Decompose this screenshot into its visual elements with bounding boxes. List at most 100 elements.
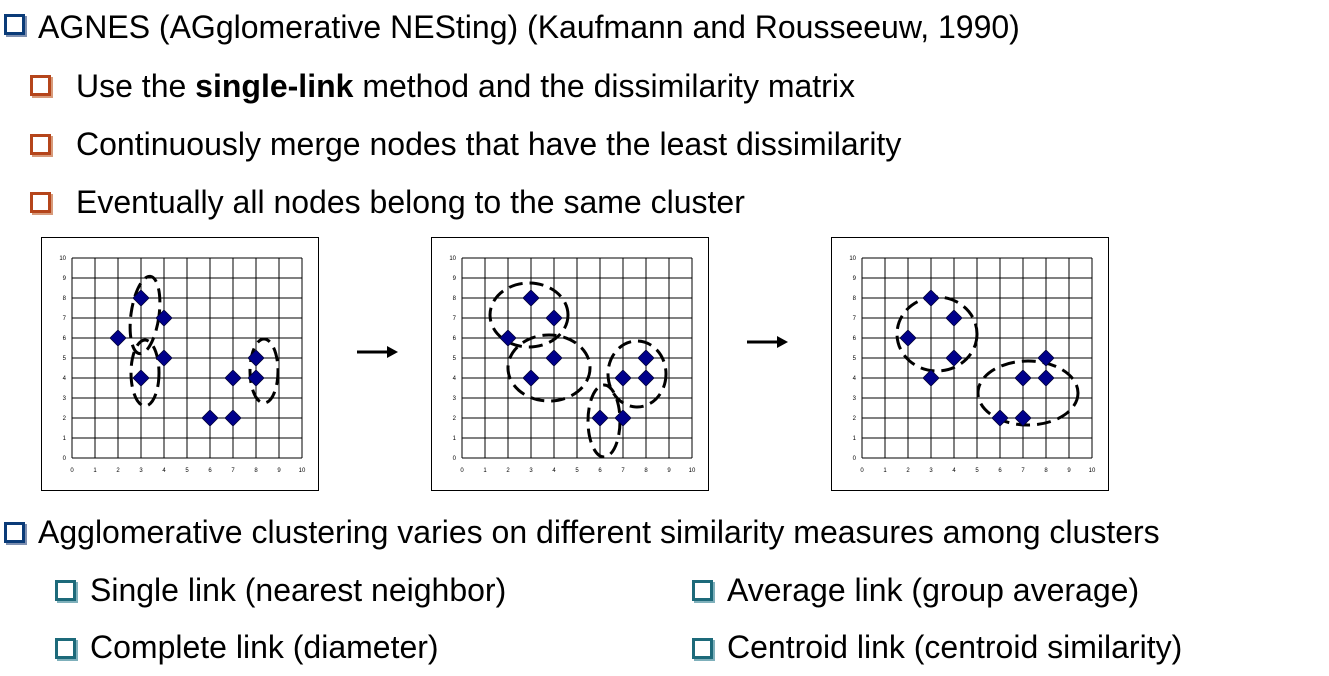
x-tick-label: 4 — [552, 468, 556, 474]
data-point — [922, 369, 940, 387]
data-point — [132, 369, 150, 387]
scatter-plot-2: 0 1 2 3 4 5 6 7 8 9 10 0 1 2 3 4 5 6 7 8 9 10 — [449, 256, 696, 474]
x-tick-label: 7 — [231, 468, 235, 474]
y-tick-label: 6 — [853, 336, 857, 342]
y-tick-label: 2 — [63, 416, 67, 422]
data-point — [155, 309, 173, 327]
data-point — [945, 349, 963, 367]
bullet-box-icon — [692, 638, 713, 659]
measure-single-link: Single link (nearest neighbor) — [90, 572, 507, 608]
y-tick-label: 8 — [63, 296, 67, 302]
y-tick-label: 2 — [453, 416, 457, 422]
y-tick-label: 3 — [853, 396, 857, 402]
data-point — [247, 349, 265, 367]
bullet-box-icon — [55, 580, 76, 601]
y-tick-label: 4 — [453, 376, 457, 382]
measure-average-link: Average link (group average) — [727, 572, 1140, 608]
bullet-box-icon — [4, 14, 25, 35]
bullet-box-icon — [692, 580, 713, 601]
data-point — [499, 329, 517, 347]
y-tick-label: 7 — [63, 316, 67, 322]
x-tick-label: 2 — [506, 468, 510, 474]
y-tick-label: 1 — [63, 436, 67, 442]
y-tick-label: 1 — [853, 436, 857, 442]
similarity-heading: Agglomerative clustering varies on diffe… — [38, 514, 1160, 550]
data-point — [899, 329, 917, 347]
y-tick-label: 5 — [453, 356, 457, 362]
y-tick-label: 1 — [453, 436, 457, 442]
measure-complete-link: Complete link (diameter) — [90, 629, 439, 665]
data-point — [224, 369, 242, 387]
merge-item: Continuously merge nodes that have the l… — [76, 126, 902, 162]
x-tick-label: 10 — [299, 468, 306, 474]
x-tick-label: 9 — [667, 468, 671, 474]
x-tick-label: 3 — [929, 468, 933, 474]
y-tick-label: 4 — [853, 376, 857, 382]
scatter-plot-3: 0 1 2 3 4 5 6 7 8 9 10 0 1 2 3 4 5 6 7 8 9 10 — [849, 256, 1096, 474]
y-tick-label: 10 — [849, 256, 856, 262]
y-tick-label: 5 — [853, 356, 857, 362]
cluster-panel-3: 0 1 2 3 4 5 6 7 8 9 10 0 1 2 3 4 5 6 7 8 9 10 — [831, 237, 1109, 491]
data-point — [545, 309, 563, 327]
measure-centroid-link: Centroid link (centroid similarity) — [727, 629, 1183, 665]
bullet-box-icon — [55, 638, 76, 659]
data-point — [201, 409, 219, 427]
data-point — [614, 409, 632, 427]
x-tick-label: 6 — [598, 468, 602, 474]
x-tick-label: 7 — [621, 468, 625, 474]
y-tick-label: 9 — [853, 276, 857, 282]
data-point — [1014, 369, 1032, 387]
x-tick-label: 6 — [208, 468, 212, 474]
data-point — [155, 349, 173, 367]
grid — [461, 257, 693, 459]
x-tick-label: 2 — [906, 468, 910, 474]
y-tick-label: 8 — [453, 296, 457, 302]
data-point — [522, 369, 540, 387]
x-tick-label: 3 — [529, 468, 533, 474]
bullet-box-icon — [4, 522, 25, 543]
data-point — [247, 369, 265, 387]
data-point — [522, 289, 540, 307]
cluster-outline — [248, 337, 280, 405]
arrow-right-icon — [747, 336, 788, 348]
same-cluster-item: Eventually all nodes belong to the same … — [76, 184, 745, 220]
y-tick-label: 0 — [453, 456, 457, 462]
y-tick-label: 7 — [453, 316, 457, 322]
x-tick-label: 2 — [116, 468, 120, 474]
x-tick-label: 8 — [254, 468, 258, 474]
x-tick-label: 7 — [1021, 468, 1025, 474]
data-point — [545, 349, 563, 367]
x-tick-label: 8 — [644, 468, 648, 474]
x-tick-label: 1 — [483, 468, 487, 474]
x-tick-label: 10 — [689, 468, 696, 474]
x-tick-label: 5 — [185, 468, 189, 474]
cluster-outline — [488, 281, 570, 349]
data-point — [945, 309, 963, 327]
data-point — [637, 369, 655, 387]
agnes-heading: AGNES (AGglomerative NESting) (Kaufmann … — [38, 9, 1020, 45]
y-tick-label: 7 — [853, 316, 857, 322]
data-point — [224, 409, 242, 427]
data-point — [637, 349, 655, 367]
data-point — [132, 289, 150, 307]
y-tick-label: 9 — [63, 276, 67, 282]
cluster-panel-2: 0 1 2 3 4 5 6 7 8 9 10 0 1 2 3 4 5 6 7 8 9 10 — [431, 237, 709, 491]
x-tick-label: 5 — [575, 468, 579, 474]
x-tick-label: 5 — [975, 468, 979, 474]
x-tick-label: 1 — [93, 468, 97, 474]
data-point — [109, 329, 127, 347]
data-point — [614, 369, 632, 387]
data-point — [591, 409, 609, 427]
scatter-plot-1: 0 1 2 3 4 5 6 7 8 9 10 0 1 2 3 4 5 6 7 8 9 10 — [59, 256, 306, 474]
single-link-emphasis: single-link — [195, 68, 354, 104]
x-tick-label: 0 — [860, 468, 864, 474]
x-tick-label: 0 — [460, 468, 464, 474]
x-tick-label: 1 — [883, 468, 887, 474]
x-tick-label: 9 — [277, 468, 281, 474]
bullet-box-icon — [30, 75, 51, 96]
y-tick-label: 6 — [63, 336, 67, 342]
x-tick-label: 10 — [1089, 468, 1096, 474]
x-tick-label: 6 — [998, 468, 1002, 474]
y-tick-label: 10 — [449, 256, 456, 262]
arrow-right-icon — [357, 346, 398, 358]
